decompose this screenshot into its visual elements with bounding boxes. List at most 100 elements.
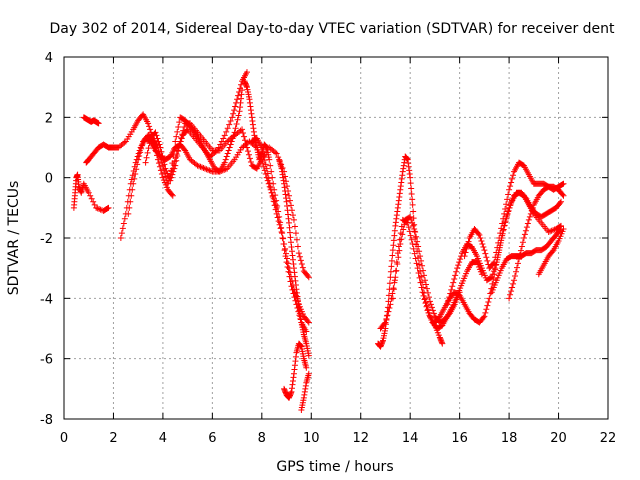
data-point-marker: [247, 158, 254, 165]
data-point-marker: [475, 230, 482, 237]
data-point-marker: [156, 163, 163, 170]
series-trace-k: [281, 340, 310, 401]
data-point-marker: [456, 259, 463, 266]
data-point-marker: [244, 148, 251, 155]
data-point-marker: [439, 340, 446, 347]
data-point-marker: [203, 166, 210, 173]
data-point-marker: [476, 231, 483, 238]
data-point-marker: [495, 239, 502, 246]
data-point-marker: [157, 167, 164, 174]
data-point-marker: [282, 253, 289, 260]
data-point-marker: [449, 283, 456, 290]
data-point-marker: [514, 260, 521, 267]
data-point-marker: [479, 241, 486, 248]
data-point-marker: [423, 281, 430, 288]
x-tick-label: 20: [550, 431, 567, 446]
data-point-marker: [496, 235, 503, 241]
data-point-marker: [304, 273, 311, 280]
data-point-marker: [394, 250, 401, 257]
data-point-marker: [477, 235, 484, 241]
data-point-marker: [261, 157, 268, 164]
data-point-marker: [559, 191, 566, 198]
data-point-marker: [387, 301, 394, 308]
data-point-marker: [226, 121, 233, 128]
x-tick-label: 16: [451, 431, 468, 446]
data-point-marker: [160, 157, 167, 164]
data-point-marker: [220, 135, 227, 142]
data-point-marker: [290, 290, 297, 297]
data-point-marker: [421, 296, 428, 303]
data-point-marker: [138, 145, 145, 152]
data-point-marker: [96, 206, 103, 213]
data-point-marker: [159, 152, 166, 159]
data-point-marker: [120, 220, 127, 227]
data-point-marker: [408, 190, 415, 197]
data-point-marker: [483, 254, 490, 261]
data-point-marker: [168, 167, 175, 174]
data-point-marker: [400, 226, 407, 233]
data-point-marker: [198, 164, 205, 171]
data-point-marker: [283, 259, 290, 266]
data-point-marker: [243, 69, 250, 76]
data-point-marker: [171, 145, 178, 152]
data-point-marker: [382, 319, 389, 326]
data-point-marker: [424, 289, 431, 296]
x-tick-label: 2: [109, 431, 117, 446]
data-point-marker: [175, 123, 182, 130]
data-point-marker: [121, 139, 128, 146]
data-point-marker: [158, 148, 165, 155]
data-point-marker: [410, 208, 417, 215]
data-point-marker: [417, 279, 424, 286]
data-point-marker: [227, 117, 234, 124]
data-point-marker: [444, 301, 451, 308]
data-point-marker: [275, 218, 282, 225]
data-point-marker: [274, 214, 281, 221]
data-point-marker: [398, 223, 405, 230]
data-point-marker: [263, 165, 270, 172]
data-point-marker: [407, 180, 414, 187]
data-point-marker: [227, 141, 234, 148]
data-point-marker: [268, 189, 275, 196]
data-point-marker: [501, 210, 508, 217]
data-point-marker: [132, 171, 139, 178]
data-point-marker: [423, 285, 430, 292]
data-point-marker: [505, 191, 512, 198]
data-point-marker: [512, 273, 519, 280]
series-trace-a: [70, 171, 112, 214]
data-point-marker: [164, 180, 171, 187]
data-point-marker: [391, 277, 398, 284]
data-point-marker: [404, 219, 411, 226]
data-point-marker: [507, 183, 514, 190]
data-point-marker: [175, 148, 182, 155]
label-layer: 0 2 4 6 8 10 12 14 16 18 20 22 -8 -6 -4 -2 0 2 4: [40, 51, 616, 446]
data-point-marker: [523, 224, 530, 231]
data-point-marker: [506, 186, 513, 193]
data-point-marker: [484, 257, 491, 264]
y-tick-label: 4: [45, 51, 53, 66]
data-point-marker: [516, 251, 523, 258]
data-point-marker: [267, 162, 274, 169]
data-point-marker: [395, 243, 402, 250]
data-point-marker: [430, 310, 437, 317]
data-point-marker: [503, 201, 510, 208]
data-point-marker: [482, 309, 489, 316]
data-point-marker: [234, 116, 241, 123]
data-point-marker: [455, 262, 462, 269]
data-point-marker: [418, 257, 425, 264]
data-point-marker: [296, 253, 303, 260]
tick-layer: [63, 56, 609, 420]
data-point-marker: [389, 252, 396, 259]
x-tick-label: 12: [352, 431, 369, 446]
data-point-marker: [242, 140, 249, 147]
data-point-marker: [230, 132, 237, 139]
data-point-marker: [399, 231, 406, 238]
data-point-marker: [412, 235, 419, 241]
data-point-marker: [509, 175, 516, 182]
data-point-marker: [154, 135, 161, 142]
data-point-marker: [385, 292, 392, 299]
data-point-marker: [137, 149, 144, 156]
data-point-marker: [139, 142, 146, 149]
data-point-marker: [127, 198, 134, 205]
data-point-marker: [292, 230, 299, 237]
data-point-marker: [407, 174, 414, 181]
